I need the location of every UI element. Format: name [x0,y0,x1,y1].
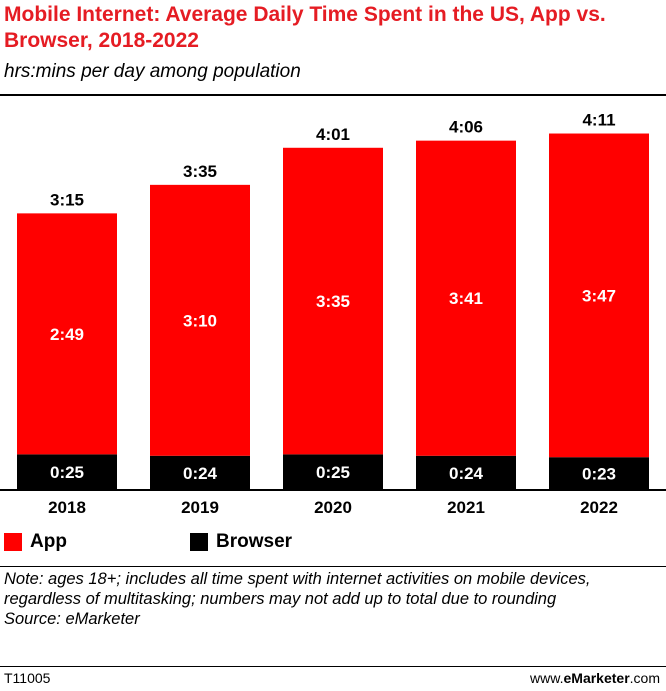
x-tick-2022: 2022 [580,498,618,517]
note-text: Note: ages 18+; includes all time spent … [4,570,591,608]
label-browser-2019: 0:24 [183,464,218,483]
chart-title: Mobile Internet: Average Daily Time Spen… [4,3,606,52]
bar-app-2020 [283,147,383,455]
site-link[interactable]: www.eMarketer.com [530,670,660,686]
label-app-2021: 3:41 [449,289,483,308]
label-total-2021: 4:06 [449,118,483,137]
label-total-2018: 3:15 [50,190,84,209]
bar-browser-2021 [416,455,516,490]
chart-id: T11005 [4,670,51,686]
chart-subtitle: hrs:mins per day among population [4,61,301,82]
site-prefix: www. [530,670,564,686]
legend-label-browser: Browser [216,531,293,552]
label-app-2020: 3:35 [316,292,350,311]
bar-browser-2020 [283,454,383,490]
x-tick-2021: 2021 [447,498,485,517]
legend-swatch-browser [190,533,208,551]
bar-app-2021 [416,140,516,456]
bar-browser-2018 [17,454,117,490]
legend: App Browser [0,531,666,555]
x-tick-2020: 2020 [314,498,352,517]
x-tick-2018: 2018 [48,498,86,517]
footer-divider [0,666,666,667]
label-browser-2020: 0:25 [316,463,350,482]
label-total-2019: 3:35 [183,162,217,181]
bar-browser-2019 [150,455,250,490]
header-divider [0,94,666,96]
site-brand: eMarketer [563,670,630,686]
label-app-2022: 3:47 [582,286,616,305]
bar-app-2018 [17,213,117,455]
bar-chart: 0:25 2:49 3:15 2018 0:24 3:10 3:35 2019 0:25 3:35… [0,111,666,517]
bar-app-2022 [549,133,649,458]
legend-label-app: App [30,531,67,552]
notes: Note: ages 18+; includes all time spent … [4,569,659,629]
label-browser-2018: 0:25 [50,463,84,482]
legend-item-app: App [4,531,67,553]
label-total-2022: 4:11 [582,111,615,130]
label-total-2020: 4:01 [316,125,350,144]
label-browser-2021: 0:24 [449,464,484,483]
site-suffix: .com [629,670,660,686]
legend-item-browser: Browser [190,531,292,553]
notes-divider [0,566,666,567]
legend-swatch-app [4,533,22,551]
label-app-2019: 3:10 [183,311,217,330]
bar-browser-2022 [549,457,649,490]
label-browser-2022: 0:23 [582,465,616,484]
source-text: Source: eMarketer [4,610,140,628]
bar-app-2019 [150,184,250,456]
x-tick-2019: 2019 [181,498,219,517]
label-app-2018: 2:49 [50,325,84,344]
